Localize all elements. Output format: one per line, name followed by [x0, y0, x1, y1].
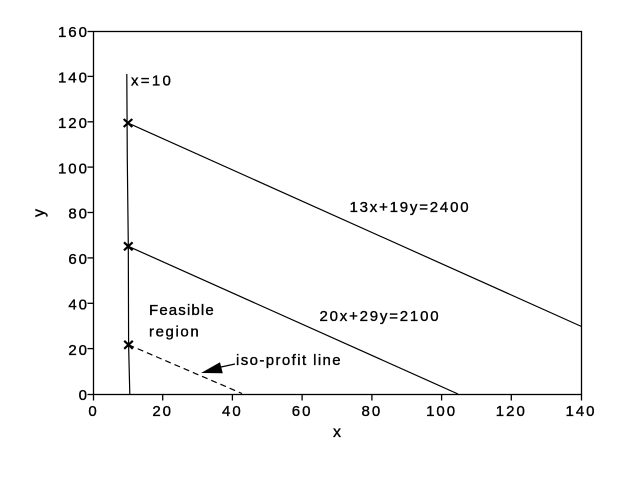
- svg-text:80: 80: [362, 403, 383, 420]
- svg-text:140: 140: [565, 403, 596, 420]
- svg-text:40: 40: [68, 297, 89, 314]
- svg-text:20: 20: [152, 403, 173, 420]
- svg-text:20: 20: [68, 342, 89, 359]
- svg-text:20x+29y=2100: 20x+29y=2100: [320, 308, 441, 325]
- svg-text:60: 60: [68, 251, 89, 268]
- svg-text:0: 0: [88, 403, 98, 420]
- svg-text:13x+19y=2400: 13x+19y=2400: [350, 199, 471, 216]
- svg-text:region: region: [149, 323, 200, 340]
- svg-text:120: 120: [496, 403, 527, 420]
- svg-text:100: 100: [58, 160, 89, 177]
- svg-text:100: 100: [426, 403, 457, 420]
- svg-text:iso-profit line: iso-profit line: [236, 352, 342, 369]
- svg-text:Feasible: Feasible: [149, 302, 215, 319]
- svg-text:40: 40: [222, 403, 243, 420]
- svg-text:x: x: [333, 424, 341, 441]
- svg-text:y: y: [31, 209, 48, 217]
- svg-text:80: 80: [68, 206, 89, 223]
- svg-text:60: 60: [292, 403, 313, 420]
- svg-text:140: 140: [58, 70, 89, 87]
- svg-text:120: 120: [58, 115, 89, 132]
- svg-text:0: 0: [79, 387, 89, 404]
- svg-text:160: 160: [58, 24, 89, 41]
- svg-text:x=10: x=10: [131, 72, 173, 89]
